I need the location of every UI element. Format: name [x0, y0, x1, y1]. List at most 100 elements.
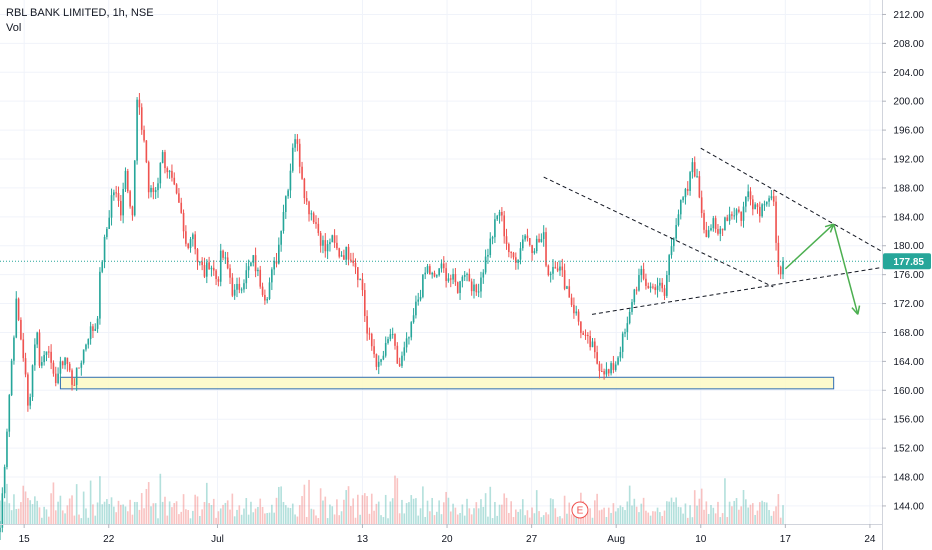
volume-bar — [336, 499, 338, 524]
candle-body — [154, 190, 157, 193]
candle-body — [317, 223, 320, 234]
volume-bar — [147, 482, 150, 524]
volume-bar — [491, 518, 494, 524]
candle-body — [436, 275, 438, 277]
candle-body — [508, 244, 510, 253]
symbol-title[interactable]: RBL BANK LIMITED, 1h, NSE — [6, 7, 154, 19]
volume-bar — [110, 497, 113, 524]
candle-body — [521, 239, 524, 249]
volume-bar — [779, 517, 782, 524]
candle-body — [566, 286, 568, 289]
volume-bar — [619, 505, 622, 524]
volume-bar — [624, 510, 626, 524]
event-marker-circle[interactable] — [571, 501, 589, 519]
volume-bar — [698, 498, 701, 524]
volume-bar — [113, 506, 115, 524]
candle-body — [59, 361, 62, 374]
candle-body — [693, 162, 696, 177]
candle-body — [415, 301, 417, 316]
candle-body — [143, 129, 145, 141]
candle-body — [301, 166, 303, 179]
candle-body — [319, 233, 322, 246]
forecast-arrow-head — [829, 223, 835, 233]
forecast-arrows[interactable] — [784, 223, 861, 315]
candle-body — [331, 235, 334, 243]
candle-body — [231, 277, 234, 296]
volume-bar — [512, 517, 515, 524]
candle-body — [768, 198, 770, 202]
time-axis[interactable]: 15 22 Jul 13 20 27 Aug 10 17 24 — [19, 524, 876, 545]
price-tick-label: 164.00 — [893, 357, 924, 368]
candle-body — [431, 272, 433, 275]
candle-body — [580, 321, 582, 333]
volume-bar — [517, 511, 519, 524]
candle-body — [654, 287, 657, 291]
candle-body — [559, 266, 561, 271]
candle-body — [389, 334, 392, 340]
candle-body — [324, 240, 327, 252]
candle-body — [591, 341, 594, 348]
candle-body — [445, 268, 447, 281]
volume-bar — [136, 501, 138, 524]
volume-bar — [503, 493, 506, 524]
volume-bar — [368, 513, 371, 524]
earnings-event-marker[interactable]: E — [571, 501, 589, 519]
volume-bar — [591, 517, 594, 524]
volume-bar — [754, 514, 756, 524]
volume-bar — [549, 498, 552, 524]
volume-bar — [99, 476, 101, 524]
candle-body — [266, 298, 269, 301]
candle-body — [677, 214, 680, 226]
candle-body — [273, 260, 275, 270]
volume-bar — [447, 497, 450, 524]
volume-bar — [442, 502, 445, 524]
candle-body — [691, 162, 694, 173]
candle-body — [731, 214, 733, 216]
candle-body — [368, 333, 371, 335]
volume-bar — [401, 499, 403, 524]
volume-indicator-label[interactable]: Vol — [6, 22, 22, 34]
candle-body — [547, 265, 550, 276]
candle-body — [447, 278, 450, 281]
volume-bar — [226, 500, 229, 524]
volume-bar — [324, 496, 327, 524]
candle-body — [505, 236, 508, 245]
volume-bar — [15, 508, 18, 524]
candle-body — [463, 274, 466, 277]
candle-body — [80, 362, 83, 368]
volume-bar — [724, 478, 726, 524]
volume-bar — [78, 514, 80, 524]
candle-body — [561, 266, 564, 271]
candle-body — [575, 311, 578, 314]
forecast-arrow-head — [851, 307, 859, 315]
price-tick-label: 188.00 — [893, 183, 924, 194]
candle-body — [110, 195, 113, 218]
volume-bar — [463, 515, 466, 524]
volume-bar — [317, 518, 320, 524]
volume-bar — [745, 499, 747, 524]
volume-bar — [333, 514, 336, 524]
candle-body — [384, 342, 387, 356]
candle-body — [631, 302, 633, 312]
candle-body — [703, 213, 705, 230]
volume-bar — [768, 510, 770, 524]
trend-lines[interactable] — [543, 147, 883, 315]
volume-bar — [691, 517, 694, 524]
time-tick-label: 22 — [103, 534, 115, 545]
candle-body — [754, 204, 756, 210]
candle-body — [373, 346, 375, 355]
candle-body — [594, 341, 596, 353]
volume-bar — [231, 493, 234, 524]
volume-bar — [721, 513, 724, 524]
price-axis[interactable]: 212.00 208.00 204.00 200.00 196.00 192.00 188.… — [882, 10, 924, 512]
candle-body — [45, 351, 48, 355]
candle-body — [775, 201, 777, 243]
last-price-value: 177.85 — [893, 257, 924, 268]
volume-bar — [686, 517, 689, 524]
candle-body — [635, 289, 638, 291]
price-tick-label: 176.00 — [893, 270, 924, 281]
support-zone[interactable] — [59, 376, 835, 390]
volume-bar — [101, 504, 104, 524]
volume-bar — [682, 513, 684, 524]
